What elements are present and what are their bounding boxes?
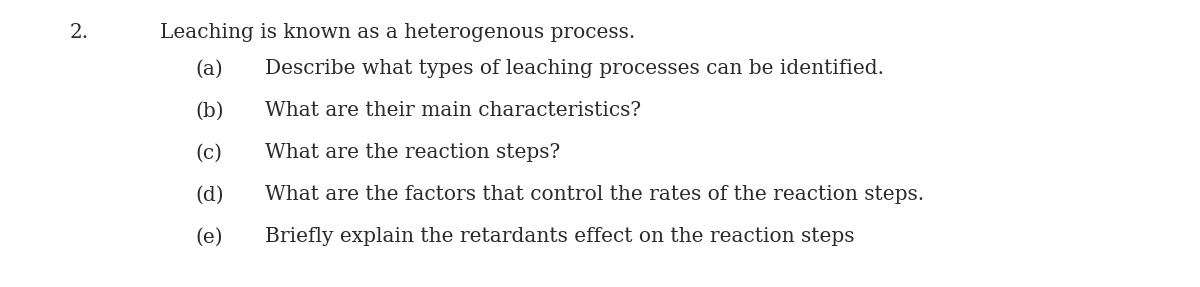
Text: (b): (b)	[194, 102, 223, 121]
Text: (e): (e)	[194, 228, 223, 247]
Text: (a): (a)	[194, 59, 223, 79]
Text: What are the reaction steps?: What are the reaction steps?	[265, 144, 560, 162]
Text: What are the factors that control the rates of the reaction steps.: What are the factors that control the ra…	[265, 185, 924, 205]
Text: Leaching is known as a heterogenous process.: Leaching is known as a heterogenous proc…	[160, 22, 635, 42]
Text: Describe what types of leaching processes can be identified.: Describe what types of leaching processe…	[265, 59, 884, 79]
Text: (d): (d)	[194, 185, 223, 205]
Text: Briefly explain the retardants effect on the reaction steps: Briefly explain the retardants effect on…	[265, 228, 854, 247]
Text: What are their main characteristics?: What are their main characteristics?	[265, 102, 641, 121]
Text: 2.: 2.	[70, 22, 89, 42]
Text: (c): (c)	[194, 144, 222, 162]
